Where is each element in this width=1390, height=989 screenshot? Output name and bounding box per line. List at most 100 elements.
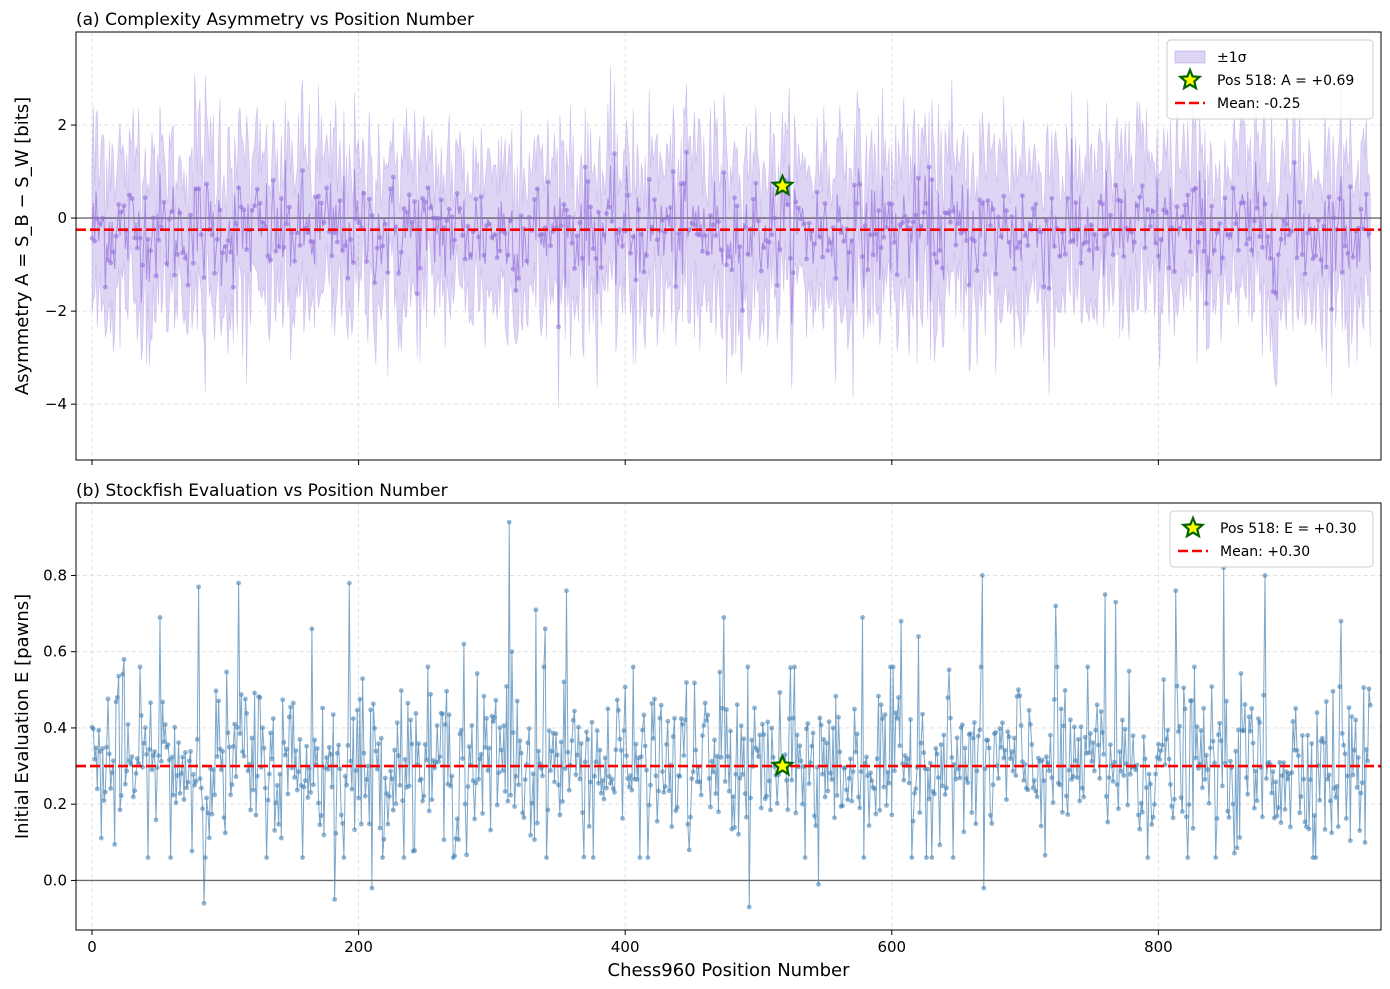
data-point	[321, 832, 327, 838]
data-point	[268, 257, 273, 263]
data-point	[421, 793, 427, 799]
y-tick-label: 0.0	[43, 871, 67, 889]
data-point	[233, 774, 239, 780]
data-point	[1363, 191, 1369, 197]
x-tick-label: 800	[1144, 938, 1173, 956]
data-point	[1048, 732, 1053, 738]
data-point	[1153, 771, 1159, 777]
data-point	[862, 760, 868, 766]
data-point	[1094, 702, 1100, 708]
data-point	[774, 283, 780, 288]
data-point	[348, 237, 353, 242]
data-point	[902, 214, 908, 220]
data-point	[1238, 671, 1244, 676]
data-point	[724, 262, 729, 268]
data-point	[1013, 773, 1019, 778]
data-point	[506, 519, 512, 525]
data-point	[814, 189, 820, 195]
data-point	[468, 252, 473, 257]
data-point	[589, 719, 595, 725]
data-point	[1222, 195, 1228, 201]
data-point	[466, 744, 472, 749]
data-point	[428, 691, 433, 697]
data-point	[177, 210, 183, 216]
data-point	[164, 261, 170, 266]
data-point	[854, 200, 860, 206]
data-point	[562, 766, 568, 772]
data-point	[436, 216, 441, 222]
data-point	[252, 203, 257, 209]
data-point	[730, 794, 736, 799]
data-point	[1065, 812, 1071, 817]
data-point	[292, 775, 297, 780]
data-point	[1217, 720, 1223, 726]
data-point	[944, 785, 949, 791]
data-point	[758, 268, 764, 274]
data-point	[1014, 245, 1020, 251]
data-point	[1153, 240, 1159, 246]
data-point	[789, 777, 795, 783]
data-point	[189, 848, 195, 854]
data-point	[276, 244, 281, 249]
data-point	[845, 797, 851, 803]
data-point	[1361, 685, 1367, 690]
data-point	[701, 723, 707, 728]
data-point	[724, 707, 729, 712]
data-point	[513, 773, 519, 779]
data-point	[1097, 776, 1103, 781]
data-point	[377, 825, 383, 831]
data-point	[1331, 215, 1337, 221]
data-point	[1133, 767, 1139, 773]
data-point	[361, 191, 367, 196]
data-point	[846, 776, 852, 781]
data-point	[94, 786, 100, 792]
data-point	[620, 243, 625, 249]
data-point	[442, 722, 448, 727]
data-point	[1210, 738, 1216, 744]
data-point	[1273, 290, 1279, 296]
data-point	[738, 723, 744, 729]
data-point	[626, 784, 632, 790]
data-point	[480, 811, 485, 816]
data-point	[398, 249, 404, 255]
data-point	[1148, 224, 1153, 229]
data-point	[1214, 230, 1220, 236]
data-point	[761, 245, 767, 251]
data-point	[1089, 759, 1095, 764]
data-point	[345, 275, 351, 281]
data-point	[985, 737, 991, 743]
data-point	[289, 230, 295, 236]
data-point	[382, 775, 388, 781]
data-point	[349, 786, 355, 792]
data-point	[498, 747, 504, 753]
data-point	[737, 775, 743, 781]
data-point	[910, 818, 916, 824]
data-point	[1288, 824, 1293, 830]
data-point	[508, 218, 513, 224]
data-point	[1098, 709, 1104, 714]
data-point	[716, 809, 721, 815]
data-point	[388, 768, 393, 774]
data-point	[265, 797, 271, 803]
data-point	[230, 284, 236, 290]
data-point	[820, 254, 825, 260]
data-point	[1284, 221, 1289, 227]
data-point	[509, 649, 515, 655]
axes-frame	[75, 31, 1382, 461]
data-point	[228, 249, 234, 255]
data-point	[204, 795, 210, 801]
data-point	[966, 282, 972, 288]
data-point	[245, 768, 251, 774]
data-point	[921, 210, 927, 215]
data-point	[500, 768, 505, 773]
data-point	[953, 242, 959, 248]
data-point	[542, 626, 548, 632]
data-point	[1046, 286, 1052, 291]
data-point	[526, 215, 532, 220]
data-point	[376, 741, 381, 746]
data-point	[137, 235, 143, 241]
data-point	[744, 814, 749, 820]
data-point	[292, 258, 297, 264]
data-point	[1329, 306, 1335, 312]
data-point	[216, 698, 222, 704]
